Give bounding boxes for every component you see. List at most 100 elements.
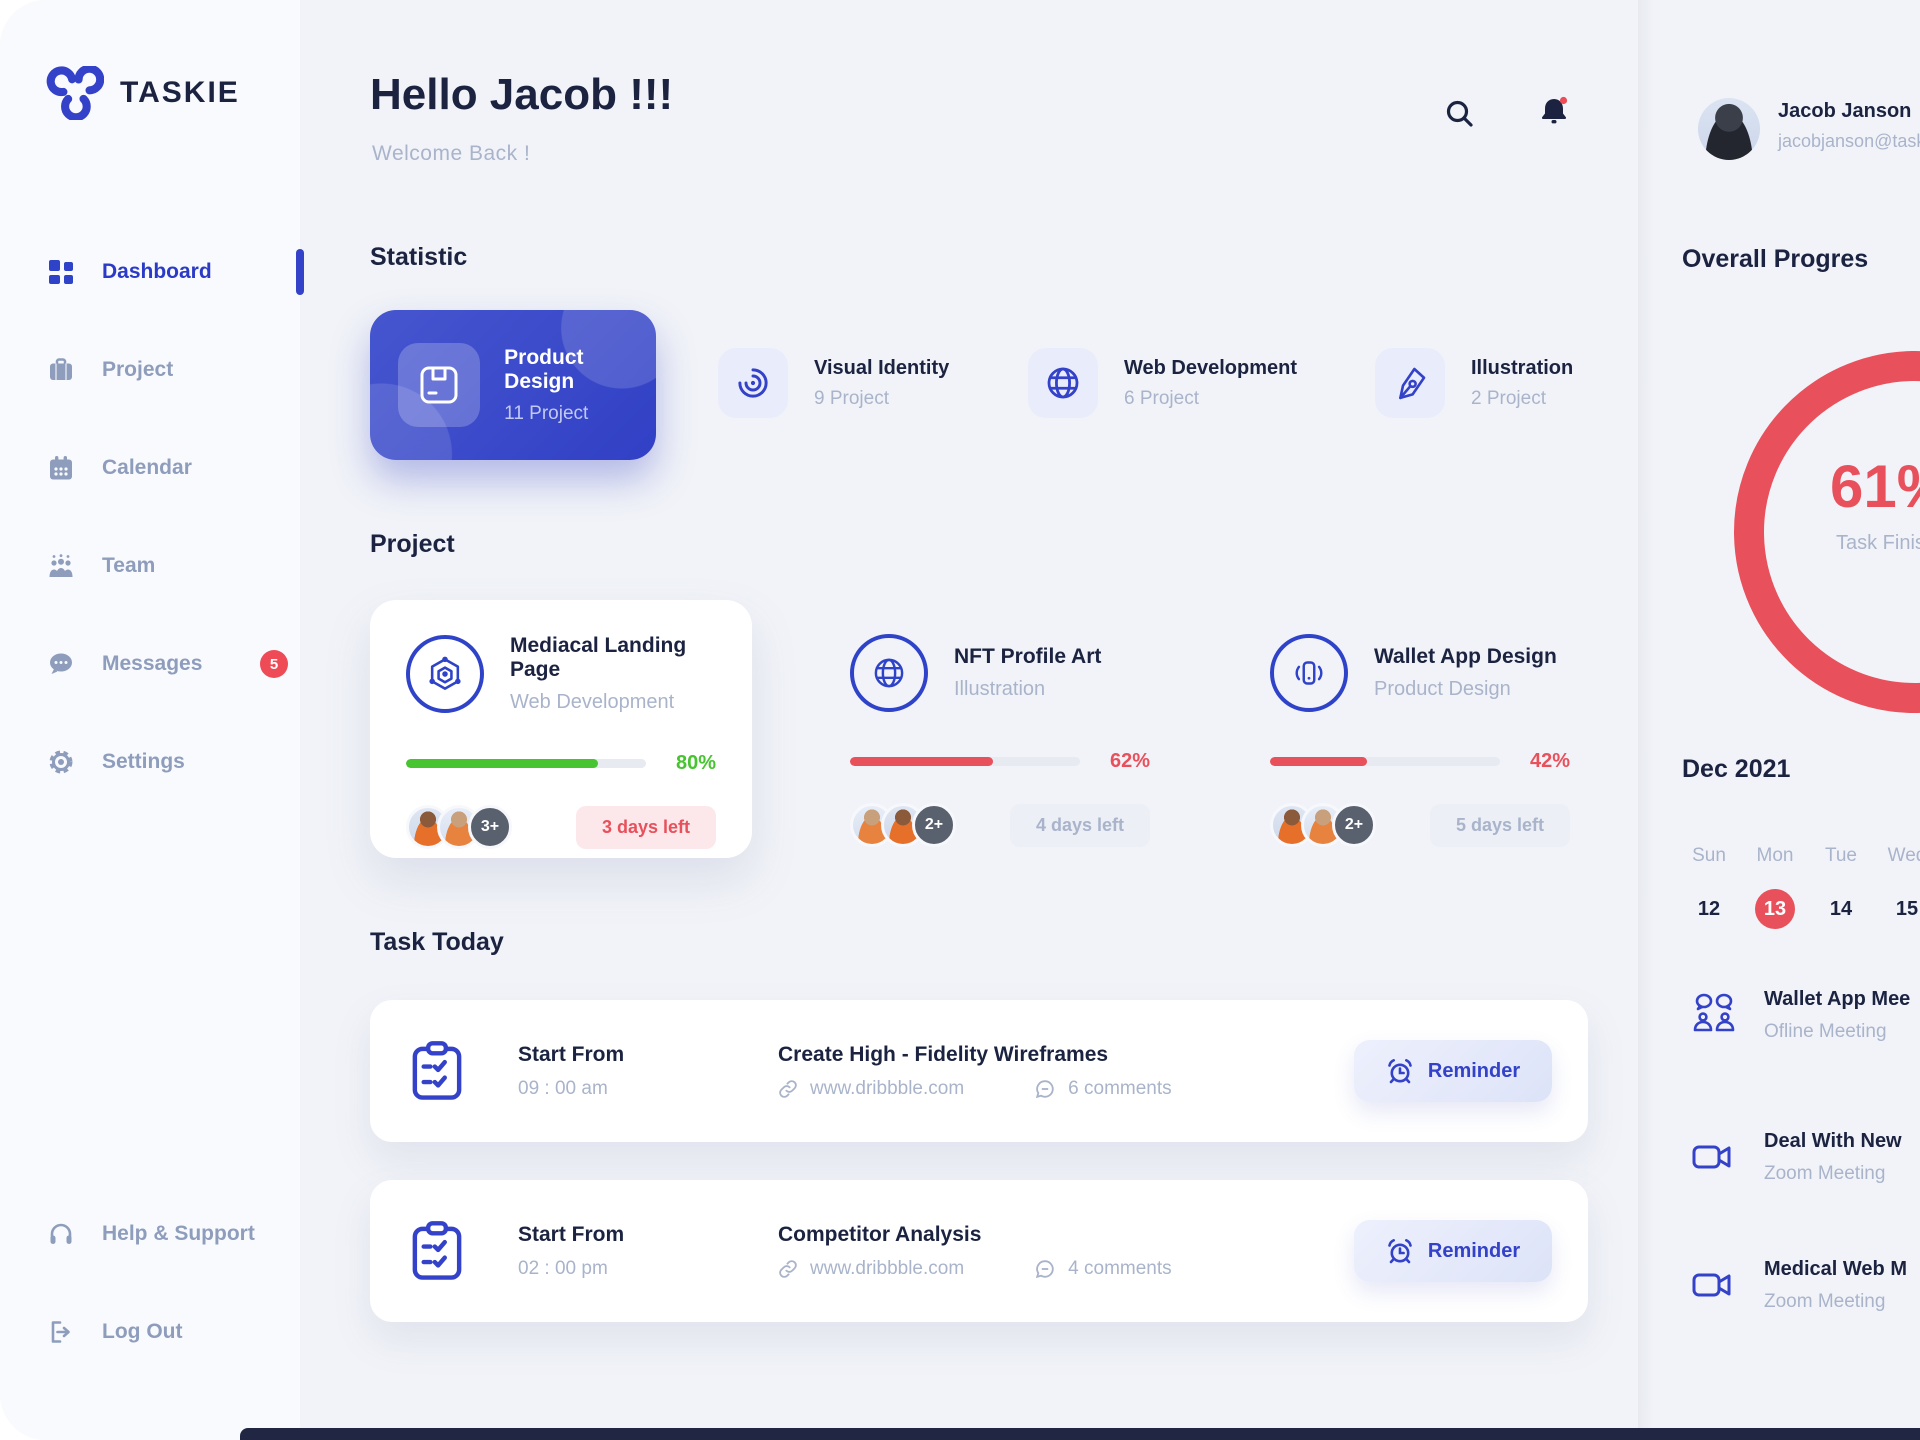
task-time: 02 : 00 pm — [518, 1257, 608, 1279]
project-card-mediacal-landing-page[interactable]: Mediacal Landing Page Web Development 80… — [370, 600, 752, 858]
stat-card-title: Product Design — [504, 345, 584, 393]
avatar-more-count: 2+ — [912, 803, 956, 847]
meeting-title: Medical Web M — [1764, 1258, 1907, 1280]
overall-progress-caption: Task Finis — [1836, 532, 1920, 554]
progress-fill — [1270, 757, 1367, 766]
task-link[interactable]: www.dribbble.com — [810, 1257, 965, 1279]
task-time: 09 : 00 am — [518, 1077, 608, 1099]
gear-icon — [48, 749, 74, 775]
sidebar-item-logout[interactable]: Log Out — [0, 1306, 300, 1358]
task-start-label: Start From — [518, 1222, 625, 1246]
task-today-title: Task Today — [370, 928, 504, 956]
progress-fill — [406, 759, 598, 768]
task-title: Create High - Fidelity Wireframes — [778, 1042, 1109, 1066]
pen-nib-icon — [1375, 348, 1445, 418]
stat-card-count: 11 Project — [504, 402, 589, 424]
task-comments[interactable]: 4 comments — [1068, 1257, 1172, 1279]
calendar-day-header: Tue — [1824, 845, 1858, 866]
project-card-category: Illustration — [954, 678, 1046, 700]
sidebar: TASKIE Dashboard Project — [0, 0, 304, 1440]
sidebar-item-help-support[interactable]: Help & Support — [0, 1208, 300, 1260]
spiral-icon — [718, 348, 788, 418]
panel-divider — [1638, 0, 1654, 1440]
calendar-day-header: Wed — [1887, 845, 1920, 866]
calendar-date[interactable]: 14 — [1829, 897, 1853, 920]
sidebar-item-project[interactable]: Project — [0, 344, 300, 396]
avatar-stack: 3+ — [406, 805, 512, 849]
task-comments[interactable]: 6 comments — [1068, 1077, 1172, 1099]
stat-card-title: Illustration — [1471, 356, 1574, 379]
calendar-week: Sun 12 Mon 13 Tue 14 Wed 15 — [1676, 845, 1920, 929]
calendar-date[interactable]: 15 — [1895, 897, 1919, 920]
bell-icon — [1536, 94, 1572, 130]
link-icon — [778, 1079, 798, 1099]
project-card-wallet-app-design[interactable]: Wallet App Design Product Design 42% 2+ … — [1240, 600, 1600, 858]
screen-bottom-edge — [240, 1428, 1920, 1440]
stat-card-product-design[interactable]: Product Design 11 Project — [370, 310, 656, 460]
video-camera-icon — [1690, 1134, 1738, 1182]
stat-card-illustration[interactable]: Illustration 2 Project — [1375, 348, 1573, 418]
alarm-icon — [1386, 1237, 1414, 1265]
brand-name: TASKIE — [120, 76, 240, 109]
meeting-type: Zoom Meeting — [1764, 1163, 1886, 1184]
notifications-button[interactable] — [1532, 90, 1576, 134]
task-row[interactable]: Start From 02 : 00 pm Competitor Analysi… — [370, 1180, 1588, 1322]
people-chat-icon — [1690, 992, 1738, 1040]
search-button[interactable] — [1438, 92, 1482, 136]
project-card-category: Web Development — [510, 691, 675, 713]
progress-bar: 62% — [850, 750, 1150, 773]
project-card-title: Mediacal Landing Page — [510, 634, 687, 681]
right-panel: Jacob Janson jacobjanson@task Overall Pr… — [1648, 0, 1920, 1432]
sidebar-item-team[interactable]: Team — [0, 540, 300, 592]
briefcase-icon — [48, 357, 74, 383]
days-left-badge: 5 days left — [1429, 803, 1570, 847]
clipboard-icon — [410, 1220, 464, 1282]
taskie-logo-icon — [46, 66, 104, 120]
progress-percent: 42% — [1529, 750, 1570, 772]
progress-bar: 42% — [1270, 750, 1570, 773]
team-icon — [48, 553, 74, 579]
days-left-badge: 4 days left — [1009, 803, 1150, 847]
avatar-stack: 2+ — [1270, 803, 1376, 847]
stat-card-web-development[interactable]: Web Development 6 Project — [1028, 348, 1297, 418]
avatar-more-count: 3+ — [468, 805, 512, 849]
project-row: Mediacal Landing Page Web Development 80… — [370, 600, 1620, 858]
stat-card-title: Web Development — [1124, 356, 1297, 379]
task-row[interactable]: Start From 09 : 00 am Create High - Fide… — [370, 1000, 1588, 1142]
user-avatar[interactable] — [1698, 98, 1760, 160]
sidebar-item-settings[interactable]: Settings — [0, 736, 300, 788]
project-title: Project — [370, 530, 455, 558]
package-icon — [398, 343, 481, 427]
reminder-button[interactable]: Reminder — [1354, 1220, 1552, 1282]
stat-card-count: 6 Project — [1124, 387, 1199, 409]
calendar-day-header: Mon — [1756, 845, 1794, 866]
meeting-item[interactable]: Wallet App Mee Ofline Meeting — [1690, 988, 1910, 1043]
calendar-icon — [48, 455, 74, 481]
meeting-item[interactable]: Medical Web M Zoom Meeting — [1690, 1258, 1907, 1313]
calendar-date[interactable]: 12 — [1697, 897, 1721, 920]
user-name: Jacob Janson — [1778, 100, 1912, 122]
meeting-type: Ofline Meeting — [1764, 1021, 1887, 1042]
reminder-button[interactable]: Reminder — [1354, 1040, 1552, 1102]
globe-circle-icon — [850, 634, 928, 712]
molecule-icon — [406, 635, 484, 713]
meeting-item[interactable]: Deal With New Zoom Meeting — [1690, 1130, 1902, 1185]
search-icon — [1443, 97, 1477, 131]
sidebar-item-dashboard[interactable]: Dashboard — [0, 246, 304, 298]
logout-icon — [48, 1319, 74, 1345]
message-bubble-icon — [48, 651, 74, 677]
user-email: jacobjanson@task — [1778, 131, 1920, 151]
calendar-date-selected[interactable]: 13 — [1755, 889, 1795, 929]
welcome-subtitle: Welcome Back ! — [372, 142, 531, 165]
progress-percent: 80% — [675, 752, 716, 774]
task-link[interactable]: www.dribbble.com — [810, 1077, 965, 1099]
sidebar-item-calendar[interactable]: Calendar — [0, 442, 300, 494]
project-card-nft-profile-art[interactable]: NFT Profile Art Illustration 62% 2+ 4 da… — [820, 600, 1180, 858]
task-start-label: Start From — [518, 1042, 625, 1066]
meeting-type: Zoom Meeting — [1764, 1291, 1886, 1312]
days-left-badge: 3 days left — [575, 805, 716, 849]
stat-card-visual-identity[interactable]: Visual Identity 9 Project — [718, 348, 949, 418]
sidebar-item-messages[interactable]: Messages 5 — [0, 638, 300, 690]
brand: TASKIE — [46, 66, 240, 120]
